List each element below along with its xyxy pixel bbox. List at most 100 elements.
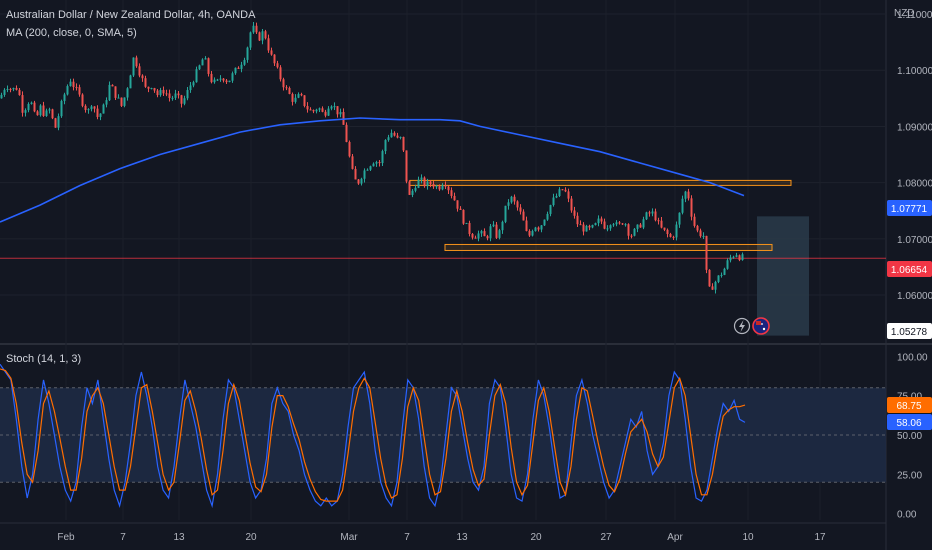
- candle-up[interactable]: [57, 116, 60, 128]
- candle-up[interactable]: [99, 113, 102, 117]
- candle-up[interactable]: [642, 219, 645, 228]
- candle-up[interactable]: [252, 25, 255, 33]
- candle-down[interactable]: [648, 212, 651, 214]
- candle-down[interactable]: [603, 221, 606, 229]
- candle-up[interactable]: [330, 106, 333, 109]
- candle-down[interactable]: [168, 93, 171, 98]
- candle-up[interactable]: [150, 88, 153, 90]
- candle-up[interactable]: [534, 227, 537, 232]
- candle-down[interactable]: [573, 210, 576, 216]
- candle-down[interactable]: [567, 191, 570, 199]
- candle-up[interactable]: [198, 65, 201, 70]
- candle-up[interactable]: [216, 79, 219, 81]
- candle-up[interactable]: [204, 58, 207, 60]
- candle-up[interactable]: [387, 137, 390, 141]
- candle-up[interactable]: [546, 213, 549, 220]
- candle-up[interactable]: [231, 73, 234, 81]
- candle-up[interactable]: [360, 178, 363, 184]
- candle-up[interactable]: [48, 109, 51, 111]
- candle-up[interactable]: [591, 225, 594, 228]
- candle-up[interactable]: [315, 109, 318, 112]
- candle-down[interactable]: [345, 124, 348, 142]
- candle-up[interactable]: [633, 228, 636, 236]
- candle-up[interactable]: [717, 275, 720, 282]
- candle-down[interactable]: [273, 54, 276, 64]
- candle-up[interactable]: [60, 100, 63, 117]
- candle-up[interactable]: [540, 225, 543, 230]
- candle-down[interactable]: [165, 93, 168, 95]
- candle-down[interactable]: [630, 235, 633, 237]
- candle-down[interactable]: [669, 233, 672, 237]
- candle-down[interactable]: [72, 81, 75, 88]
- candle-down[interactable]: [447, 186, 450, 191]
- candle-down[interactable]: [495, 224, 498, 238]
- resistance-zone[interactable]: [409, 179, 792, 186]
- candle-down[interactable]: [672, 236, 675, 238]
- candle-down[interactable]: [96, 108, 99, 117]
- candle-up[interactable]: [0, 94, 3, 99]
- candle-up[interactable]: [183, 98, 186, 104]
- candle-up[interactable]: [123, 97, 126, 106]
- candle-up[interactable]: [480, 231, 483, 234]
- candle-up[interactable]: [297, 94, 300, 98]
- candle-down[interactable]: [513, 196, 516, 202]
- candle-up[interactable]: [741, 254, 744, 261]
- candle-down[interactable]: [9, 89, 12, 91]
- candle-down[interactable]: [621, 223, 624, 225]
- candle-up[interactable]: [399, 136, 402, 138]
- candle-down[interactable]: [93, 106, 96, 109]
- candle-down[interactable]: [444, 185, 447, 187]
- candle-up[interactable]: [732, 256, 735, 258]
- candle-down[interactable]: [303, 95, 306, 106]
- candle-down[interactable]: [519, 207, 522, 212]
- candle-down[interactable]: [120, 97, 123, 106]
- candle-down[interactable]: [486, 236, 489, 239]
- candle-up[interactable]: [624, 224, 627, 226]
- candle-up[interactable]: [3, 89, 6, 95]
- candle-up[interactable]: [477, 233, 480, 239]
- candle-up[interactable]: [507, 202, 510, 206]
- candle-down[interactable]: [264, 31, 267, 39]
- candle-down[interactable]: [180, 95, 183, 104]
- candle-up[interactable]: [552, 197, 555, 206]
- candle-down[interactable]: [285, 87, 288, 89]
- candle-up[interactable]: [558, 189, 561, 196]
- candle-up[interactable]: [492, 224, 495, 227]
- candle-up[interactable]: [585, 225, 588, 232]
- candle-up[interactable]: [234, 67, 237, 74]
- candle-up[interactable]: [249, 32, 252, 48]
- candle-down[interactable]: [321, 108, 324, 112]
- candle-down[interactable]: [588, 225, 591, 228]
- candle-up[interactable]: [420, 177, 423, 180]
- candle-up[interactable]: [45, 110, 48, 116]
- candle-up[interactable]: [369, 166, 372, 170]
- candle-down[interactable]: [456, 200, 459, 209]
- candle-up[interactable]: [681, 198, 684, 213]
- candle-down[interactable]: [288, 88, 291, 94]
- candle-up[interactable]: [90, 106, 93, 110]
- candle-up[interactable]: [720, 274, 723, 276]
- candle-down[interactable]: [111, 84, 114, 87]
- candle-up[interactable]: [489, 226, 492, 239]
- candle-down[interactable]: [663, 227, 666, 230]
- candle-up[interactable]: [549, 205, 552, 214]
- candle-down[interactable]: [144, 78, 147, 87]
- candle-down[interactable]: [408, 181, 411, 195]
- candle-up[interactable]: [39, 105, 42, 116]
- candle-down[interactable]: [708, 269, 711, 287]
- candle-down[interactable]: [660, 220, 663, 228]
- candle-down[interactable]: [210, 73, 213, 83]
- projection-box[interactable]: [757, 216, 809, 336]
- candle-up[interactable]: [159, 90, 162, 96]
- candle-up[interactable]: [702, 235, 705, 237]
- candle-down[interactable]: [537, 227, 540, 230]
- candle-down[interactable]: [162, 90, 165, 94]
- candle-down[interactable]: [459, 208, 462, 210]
- candle-down[interactable]: [324, 111, 327, 116]
- candle-up[interactable]: [597, 218, 600, 224]
- candle-down[interactable]: [378, 162, 381, 164]
- candle-up[interactable]: [363, 170, 366, 179]
- candle-up[interactable]: [174, 93, 177, 98]
- candle-up[interactable]: [66, 86, 69, 95]
- candle-down[interactable]: [141, 75, 144, 79]
